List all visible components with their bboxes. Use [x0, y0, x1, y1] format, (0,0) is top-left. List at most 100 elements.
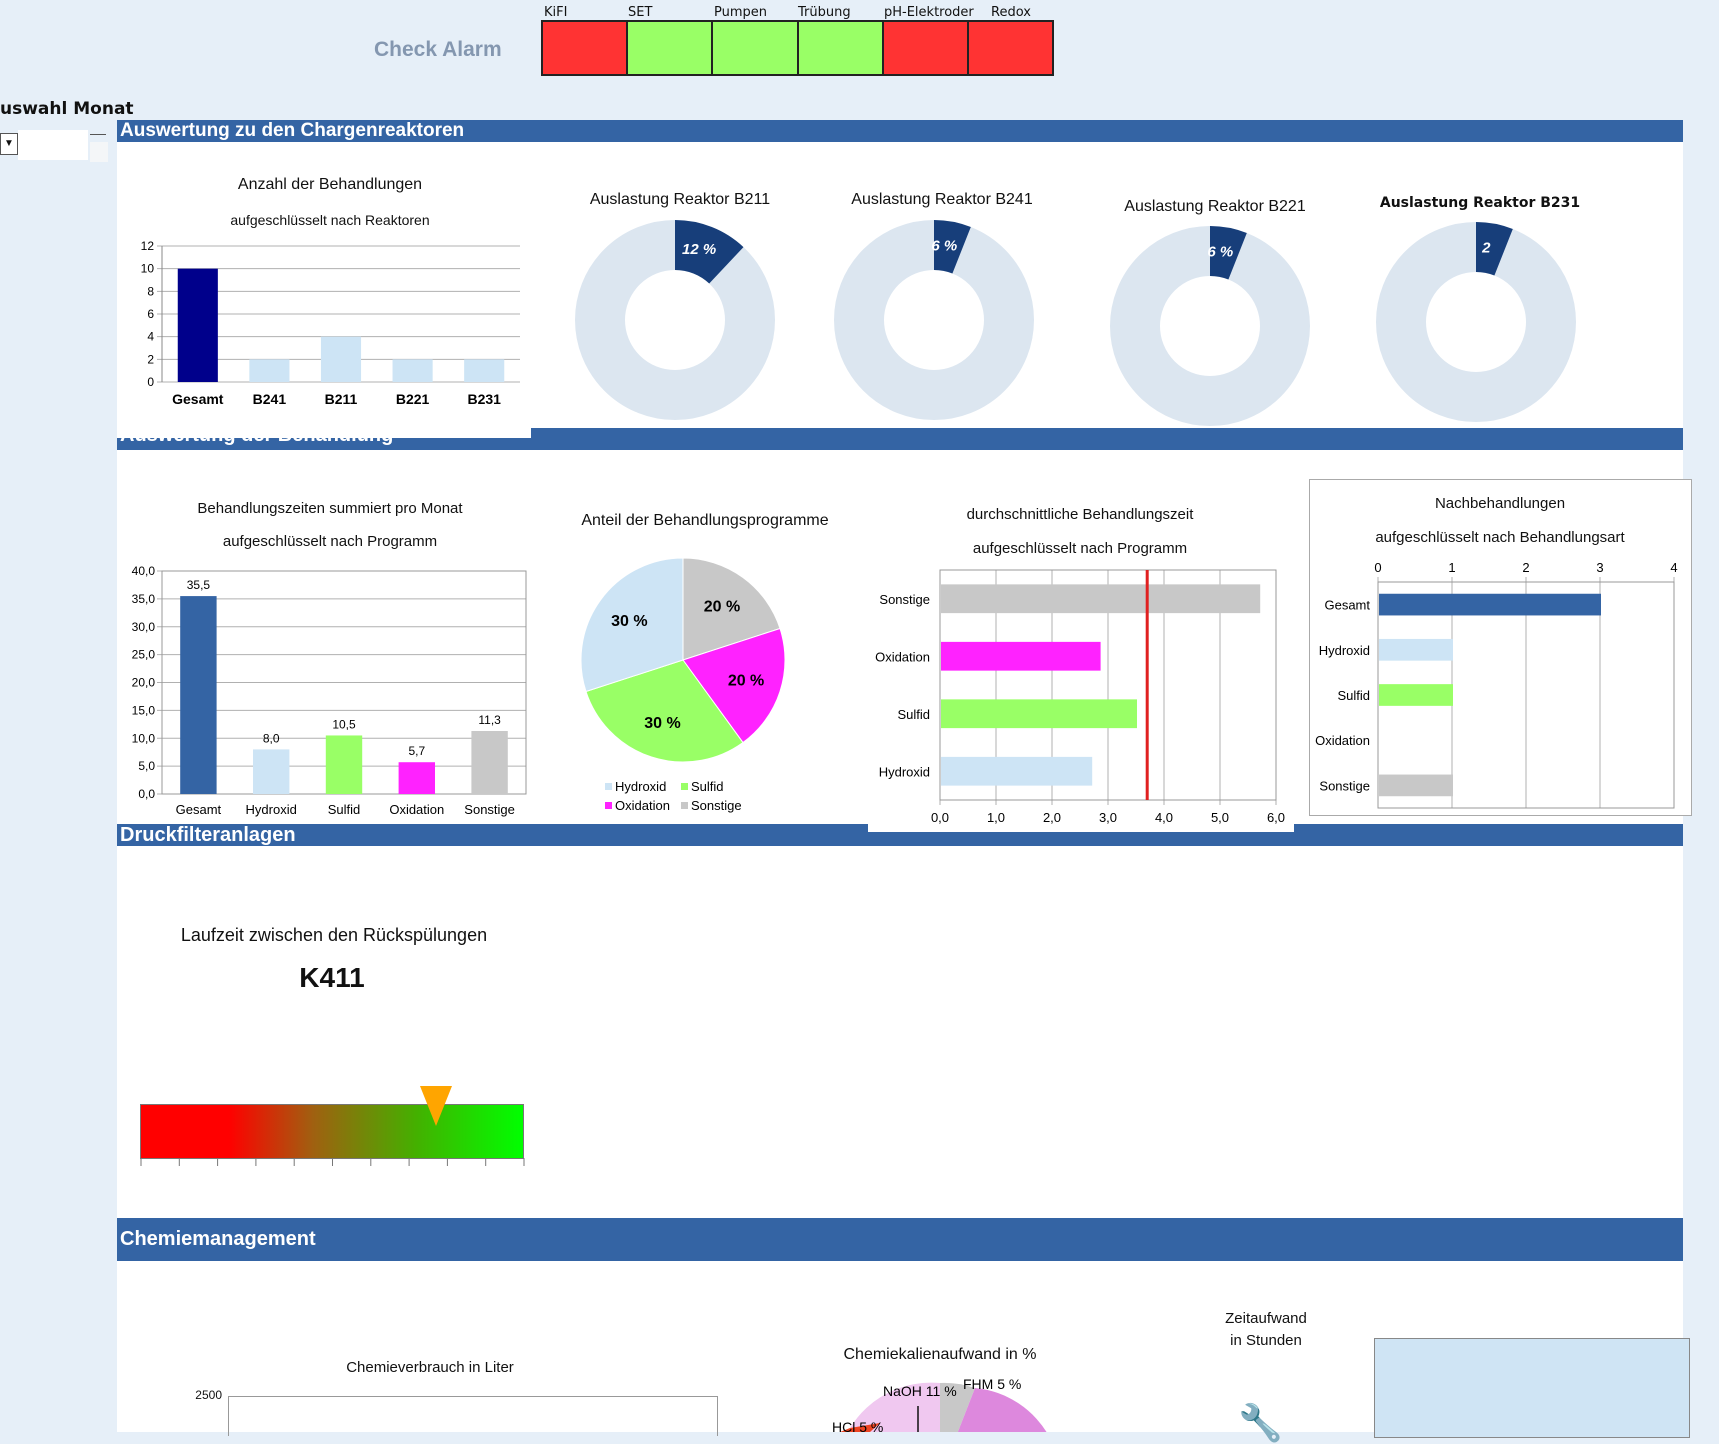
x-tick-label: B241	[253, 391, 287, 407]
alarm-cell-truebung	[798, 22, 884, 74]
legend-swatch	[681, 783, 688, 790]
pie-label-hcl: HCl 5 %	[832, 1419, 883, 1432]
bar-sulfid	[941, 699, 1137, 729]
data-label: 5,7	[408, 744, 425, 758]
bar-gesamt	[1379, 593, 1601, 616]
y-tick-label: 10	[141, 262, 155, 276]
y-tick-label: 8	[147, 284, 154, 298]
x-tick-label: B231	[467, 391, 501, 407]
y-tick-label: 2	[147, 352, 154, 366]
y-tick-label: Oxidation	[875, 649, 930, 664]
x-tick-label: Gesamt	[176, 802, 222, 817]
gauge-marker-shape	[419, 1086, 452, 1126]
alarm-cell-redox	[968, 22, 1053, 74]
pie-label: 20 %	[704, 598, 740, 615]
x-tick-label: 2,0	[1043, 810, 1061, 825]
y-tick-label: 4	[147, 330, 154, 344]
data-label: 8,0	[263, 731, 280, 745]
alarm-label-kifi: KiFI	[544, 5, 568, 20]
zeitaufwand-title: Zeitaufwand	[1225, 1310, 1307, 1327]
plot-frame	[939, 569, 1277, 801]
y-tick-label: 12	[141, 239, 155, 253]
x-tick-label: B221	[396, 391, 430, 407]
pie-label: 20 %	[728, 672, 764, 689]
bar-b231	[464, 359, 505, 382]
chart-title-behandlungszeiten: Behandlungszeiten summiert pro Monat	[197, 500, 463, 517]
y-tick-label: 20,0	[132, 676, 156, 690]
chemieverbrauch-ytick: 2500	[195, 1388, 222, 1402]
y-tick-label: 10,0	[132, 731, 156, 745]
anzahl-chart-overlap	[117, 428, 531, 438]
pie-slice-fhm	[940, 1382, 975, 1432]
month-input[interactable]	[18, 130, 88, 160]
legend-label: Hydroxid	[615, 779, 666, 794]
donut-title-b231: Auslastung Reaktor B231	[1379, 195, 1581, 211]
bar-hydroxid	[1379, 638, 1453, 661]
donut-title-b241: Auslastung Reaktor B241	[851, 191, 1033, 208]
laufzeit-gauge-bar	[140, 1104, 524, 1159]
y-tick-label: Oxidation	[1315, 733, 1370, 748]
behandlungszeiten-chart: 0,0 5,0 10,0 15,0 20,0 25,0 30,0 35,0 40,0 35,5 Ge…	[132, 564, 527, 817]
pie-slice-hydroxid	[580, 557, 684, 693]
anteil-programme-pie: 20 % 20 % 30 % 30 % Hydroxid Sulfid Oxidation S…	[580, 557, 786, 813]
y-tick-label: Sulfid	[1337, 688, 1370, 703]
x-tick-label: 0,0	[931, 810, 949, 825]
donut-segment	[934, 220, 971, 274]
alarm-label-pumpen: Pumpen	[714, 5, 768, 20]
druck-unit-label: K411	[299, 962, 365, 993]
x-tick-label: 5,0	[1211, 810, 1229, 825]
check-alarm-title: Check Alarm	[374, 38, 502, 61]
donut-chart-b231: 2	[1376, 222, 1576, 422]
chart-title-anteil: Anteil der Behandlungsprogramme	[581, 512, 829, 529]
alarm-label-truebung: Trübung	[798, 5, 851, 20]
pie-slice-sulfid	[585, 659, 744, 763]
bar-oxidation	[398, 762, 435, 794]
legend-swatch	[605, 783, 612, 790]
chart-subtitle-anzahl: aufgeschlüsselt nach Reaktoren	[230, 212, 430, 228]
chart-subtitle-nachbehandlungen: aufgeschlüsselt nach Behandlungsart	[1375, 529, 1625, 546]
x-tick-label: 3,0	[1099, 810, 1117, 825]
x-tick-label: B211	[325, 391, 358, 407]
triangle-down-icon: ▼	[4, 138, 14, 149]
y-tick-label: 40,0	[132, 564, 156, 578]
donut-value-label: 6 %	[1207, 244, 1233, 261]
bar-hydroxid	[253, 749, 290, 794]
chart-title-anzahl: Anzahl der Behandlungen	[237, 176, 423, 193]
y-tick-label: Hydroxid	[1319, 643, 1370, 658]
y-tick-label: 5,0	[138, 759, 155, 773]
bar-sulfid	[1379, 684, 1453, 706]
y-tick-label: Hydroxid	[879, 764, 930, 779]
alarm-status-grid	[541, 20, 1054, 76]
bar-sonstige	[1379, 774, 1453, 797]
pie-slice-rest	[957, 1388, 1047, 1432]
donut-segment	[1476, 222, 1513, 276]
x-tick-label: 6,0	[1267, 810, 1285, 825]
section-header-chemie: Chemiemanagement	[117, 1218, 1683, 1261]
x-tick-label: Gesamt	[172, 391, 224, 407]
y-tick-label: 15,0	[132, 703, 156, 717]
bar-gesamt	[177, 268, 218, 382]
alarm-cell-kifi	[543, 22, 629, 74]
chart-title-durchschnitt: durchschnittliche Behandlungszeit	[966, 506, 1194, 523]
pie-label: 30 %	[644, 715, 680, 732]
x-tick-label: 0	[1374, 560, 1381, 575]
alarm-cell-ph	[883, 22, 969, 74]
x-tick-label: Sonstige	[464, 802, 515, 817]
plot-frame	[1377, 581, 1675, 809]
y-tick-label: 6	[147, 307, 154, 321]
durchschnitt-behandlungszeit-chart: 0,0 1,0 2,0 3,0 4,0 5,0 6,0 Sonstige Oxidation Su…	[875, 569, 1285, 825]
alarm-label-set: SET	[628, 5, 653, 20]
gauge-ticks	[140, 1158, 525, 1166]
y-tick-label: 25,0	[132, 648, 156, 662]
y-tick-label: 30,0	[132, 620, 156, 634]
triangle-down-icon	[419, 1086, 452, 1126]
bar-sonstige	[471, 731, 508, 794]
section-header-charge: Auswertung zu den Chargenreaktoren	[117, 120, 1683, 142]
donut-value-label: 2	[1481, 240, 1491, 257]
bar-sulfid	[325, 735, 363, 794]
pie-slice-hcl	[840, 1423, 880, 1432]
zeitaufwand-subtitle: in Stunden	[1230, 1332, 1302, 1349]
month-dropdown-button[interactable]: ▼	[0, 133, 18, 155]
bar-oxidation	[941, 641, 1101, 671]
month-scroll-box[interactable]	[90, 142, 108, 162]
